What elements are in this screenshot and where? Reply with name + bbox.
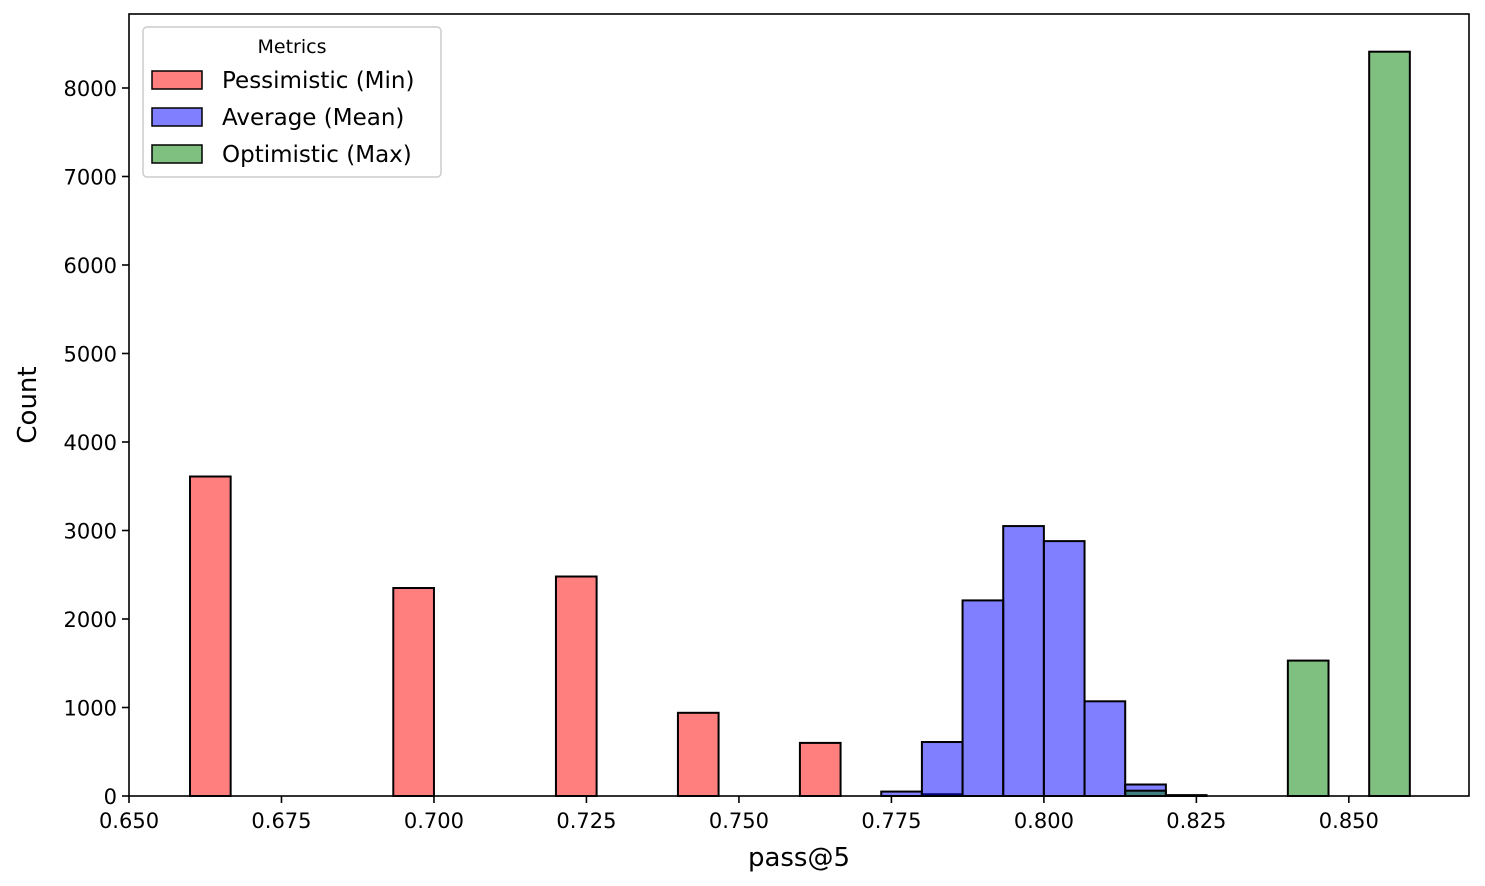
x-tick-label: 0.850 [1319,809,1379,833]
legend-swatch [151,107,203,127]
bar-1-21 [1042,540,1086,797]
x-tick-label: 0.775 [861,809,921,833]
y-tick-label: 8000 [64,77,117,101]
x-axis: 0.650 0.675 0.700 0.725 0.750 0.775 0.800 0.825… [99,796,1379,833]
bar-1-18 [920,741,964,798]
bar-0-15 [798,741,842,797]
y-tick-label: 0 [104,785,117,809]
bar-1-20 [1002,525,1045,798]
y-tick-label: 7000 [64,165,117,189]
y-tick-label: 5000 [64,342,117,366]
x-tick-label: 0.675 [251,809,311,833]
legend-box [142,26,442,178]
x-tick-label: 0.825 [1166,809,1226,833]
x-tick-label: 0.700 [404,809,464,833]
plot-frame [128,13,1470,797]
x-tick-label: 0.650 [99,809,159,833]
bar-0-0 [188,475,232,797]
legend-title: Metrics [258,36,327,58]
bar-1-19 [961,599,1005,797]
legend-label: Optimistic (Max) [222,142,412,168]
bar-0-5 [392,587,435,798]
y-tick-label: 3000 [64,519,117,543]
legend-swatch [151,144,203,164]
bar-0-9 [554,575,598,797]
y-tick-label: 6000 [64,254,117,278]
bar-1-22 [1083,700,1127,797]
y-tick-label: 1000 [64,696,117,720]
x-tick-label: 0.750 [709,809,769,833]
legend-label: Average (Mean) [222,105,404,131]
y-tick-label: 2000 [64,608,117,632]
legend-swatch [151,70,203,90]
legend: Metrics Pessimistic (Min) Average (Mean) O… [142,26,442,178]
y-axis-label: Count [13,366,43,443]
x-axis-label: pass@5 [748,843,850,873]
x-tick-label: 0.725 [556,809,616,833]
y-axis: 0 1000 2000 3000 4000 5000 6000 7000 8000 [64,77,129,809]
y-tick-label: 4000 [64,431,117,455]
legend-label: Pessimistic (Min) [222,68,414,94]
bar-2-29 [1368,50,1411,798]
x-tick-label: 0.800 [1014,809,1074,833]
bar-0-12 [676,711,720,798]
bar-2-27 [1286,659,1330,798]
